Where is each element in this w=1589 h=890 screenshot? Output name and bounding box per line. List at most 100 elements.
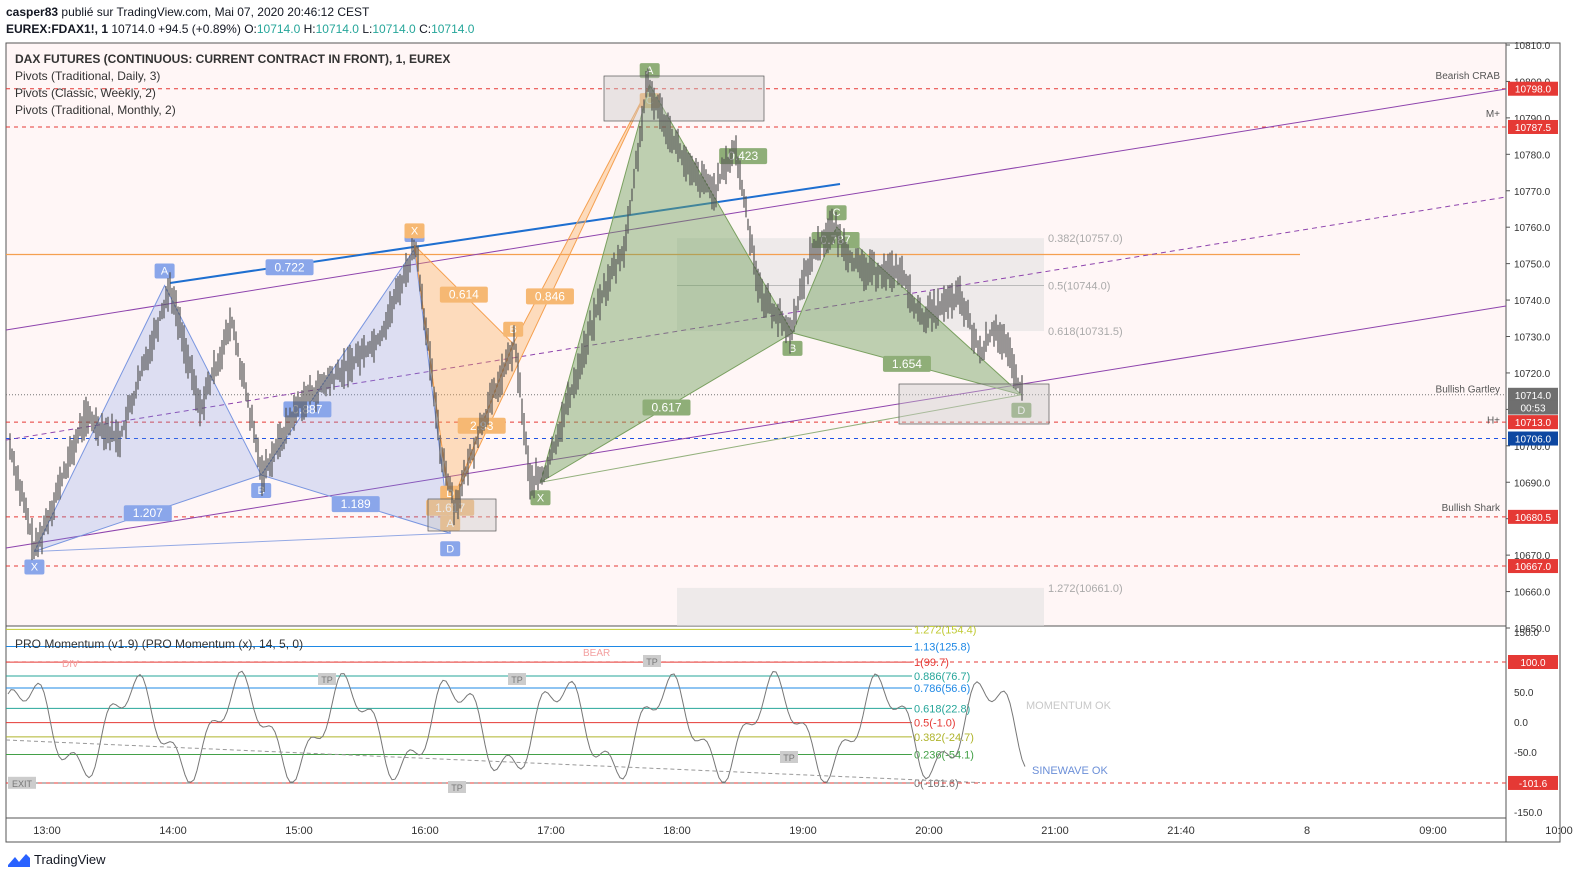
ratio-label: 1.654 [892, 357, 922, 371]
momentum-tag [1508, 655, 1558, 669]
tradingview-logo: TradingView [8, 852, 106, 867]
time-tick-label: 15:00 [285, 825, 313, 837]
price-tag-label: 10680.5 [1515, 513, 1552, 524]
ratio-tag [123, 505, 172, 522]
momentum-tick-label: -150.0 [1514, 808, 1543, 819]
time-tick-label: 13:00 [33, 825, 61, 837]
published-text: publié sur TradingView.com, Mai 07, 2020… [61, 5, 370, 19]
pattern-point-tag [251, 482, 272, 498]
channel-lower [5, 305, 1507, 549]
time-axis-pane [5, 817, 1507, 843]
ratio-tag [525, 288, 574, 305]
o-label: O: [244, 22, 257, 36]
indicator-legend: PRO Momentum (v1.9) (PRO Momentum (x), 1… [15, 637, 304, 651]
tp-tag [780, 751, 798, 763]
c-label: C: [419, 22, 432, 36]
price-tick-label: 10690.0 [1514, 478, 1551, 489]
low-value: 10714.0 [372, 22, 416, 36]
pattern-xd-line [540, 394, 1022, 483]
momentum-level-label: 0.786(56.6) [914, 683, 970, 695]
ohlc-line: EUREX:FDAX1!, 1 10714.0 +94.5 (+0.89%) O… [6, 22, 474, 36]
legend-pivots-weekly: Pivots (Classic, Weekly, 2) [15, 86, 156, 100]
close-value: 10714.0 [431, 22, 475, 36]
brand-label: TradingView [34, 852, 106, 867]
momentum-level-label: 1.13(125.8) [914, 642, 970, 654]
high-value: 10714.0 [315, 22, 359, 36]
prz-box-top [603, 75, 765, 122]
pattern-point-label: X [31, 561, 39, 573]
price-tick-label: 10660.0 [1514, 588, 1551, 599]
momentum-level-label: 1.272(154.4) [914, 624, 976, 636]
fib-label: 0.5(10744.0) [1048, 280, 1110, 292]
fib-zone-upper [677, 238, 1044, 332]
time-tick-label: 16:00 [411, 825, 439, 837]
tp-tag [318, 673, 336, 685]
ratio-tag [331, 496, 380, 513]
ratio-tag [719, 148, 768, 165]
price-tag-label: 00:53 [1520, 404, 1545, 415]
price-tick-label: 10750.0 [1514, 260, 1551, 271]
time-tick-label: 21:00 [1041, 825, 1069, 837]
price-tag-label: 10713.0 [1515, 418, 1552, 429]
price-tag [1508, 415, 1558, 430]
momentum-level-label: 0.886(76.7) [914, 671, 970, 683]
tp-tag [643, 655, 661, 667]
bear-label: BEAR [583, 648, 610, 659]
price-tag [1508, 81, 1558, 96]
time-tick-label: 09:00 [1419, 825, 1447, 837]
fib-label: 0.382(10757.0) [1048, 233, 1123, 245]
momentum-tick-label: 150.0 [1514, 628, 1539, 639]
pattern-point-label: B [258, 485, 265, 497]
h-label: H: [303, 22, 316, 36]
price-tick-label: 10650.0 [1514, 624, 1551, 635]
pattern-point-label: X [537, 492, 545, 504]
pattern-point-label: B [789, 343, 796, 355]
price-tick-label: 10720.0 [1514, 369, 1551, 380]
tp-tag [508, 673, 526, 685]
pattern-point-label: C [646, 95, 654, 107]
price-pane [5, 42, 1507, 627]
open-value: 10714.0 [256, 22, 301, 36]
price-tick-label: 10730.0 [1514, 333, 1551, 344]
price-tag-label: 10706.0 [1515, 435, 1552, 446]
pattern-point-tag [782, 340, 803, 356]
price-tag [1508, 559, 1558, 574]
tp-label: TP [783, 753, 795, 763]
pattern-point-tag [24, 559, 45, 575]
momentum-oscillator [7, 670, 1026, 783]
price-tick-label: 10670.0 [1514, 551, 1551, 562]
fib-label: 1.272(10661.0) [1048, 583, 1123, 595]
exit-tag [8, 776, 36, 789]
ratio-label: 0.887 [292, 402, 322, 416]
price-tag [1508, 119, 1558, 134]
ratio-tag [642, 399, 691, 416]
price-tick-label: 10740.0 [1514, 296, 1551, 307]
momentum-level-label: 0.382(-24.7) [914, 732, 974, 744]
momentum-level-label: 0(-101.6) [914, 778, 959, 790]
price-tag-label: 10798.0 [1515, 85, 1552, 96]
legend-title: DAX FUTURES (CONTINUOUS: CURRENT CONTRAC… [15, 52, 451, 66]
ratio-label: 1.189 [341, 497, 371, 511]
time-tick-label: 14:00 [159, 825, 187, 837]
pattern-point-label: X [411, 225, 419, 237]
tp-tag [448, 781, 466, 793]
ratio-label: 0.614 [449, 288, 479, 302]
legend-pivots-monthly: Pivots (Traditional, Monthly, 2) [15, 103, 176, 117]
fib-label: 0.618(10731.5) [1048, 326, 1123, 338]
pattern-point-tag [639, 63, 660, 79]
price-tick-label: 10790.0 [1514, 114, 1551, 125]
price-tick-label: 10770.0 [1514, 187, 1551, 198]
ratio-tag [265, 259, 314, 276]
symbol: EUREX:FDAX1!, 1 [6, 22, 109, 36]
momentum-tag [1508, 775, 1558, 790]
ratio-label: 0.423 [728, 149, 758, 163]
pattern-point-label: A [161, 265, 169, 277]
price-tag-label: 10714.0 [1515, 391, 1552, 402]
pattern-point-tag [404, 223, 425, 239]
price-tag [1508, 509, 1558, 524]
pattern-point-tag [530, 490, 551, 506]
price-tag [1508, 387, 1558, 402]
fib-zone-lower [677, 587, 1044, 626]
ratio-label: 0.846 [535, 289, 565, 303]
